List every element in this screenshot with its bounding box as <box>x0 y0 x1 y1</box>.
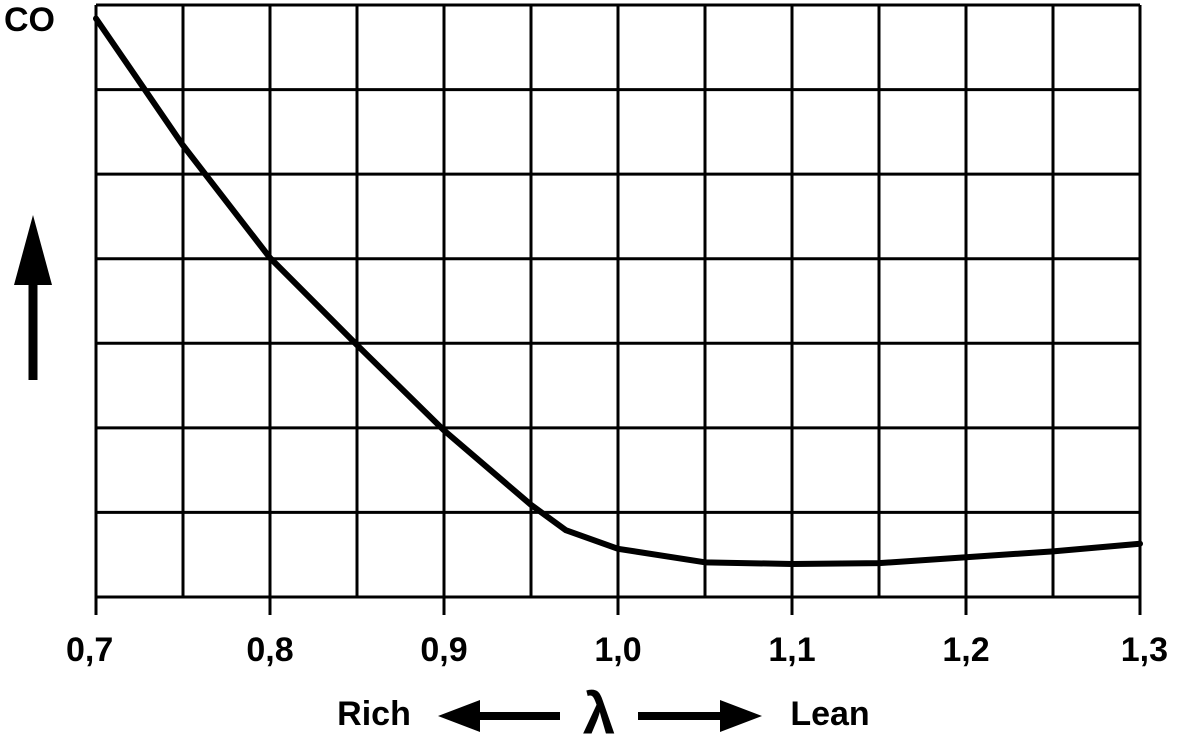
x-label-left: Rich <box>337 695 411 733</box>
x-tick-label: 1,0 <box>594 631 641 669</box>
x-tick-label: 0,9 <box>420 631 467 669</box>
y-arrow <box>14 215 52 380</box>
right-arrow <box>638 700 762 732</box>
left-arrow <box>438 700 560 732</box>
line <box>93 15 1143 568</box>
x-label-right: Lean <box>790 695 869 733</box>
x-label: λ <box>583 681 615 746</box>
y-label: CO <box>4 1 55 39</box>
x-tick-label: 0,7 <box>66 631 113 669</box>
x-tick-label: 1,1 <box>768 631 815 669</box>
x-tick-label: 1,3 <box>1121 631 1168 669</box>
x-tick-label: 1,2 <box>942 631 989 669</box>
x-tick-label: 0,8 <box>246 631 293 669</box>
